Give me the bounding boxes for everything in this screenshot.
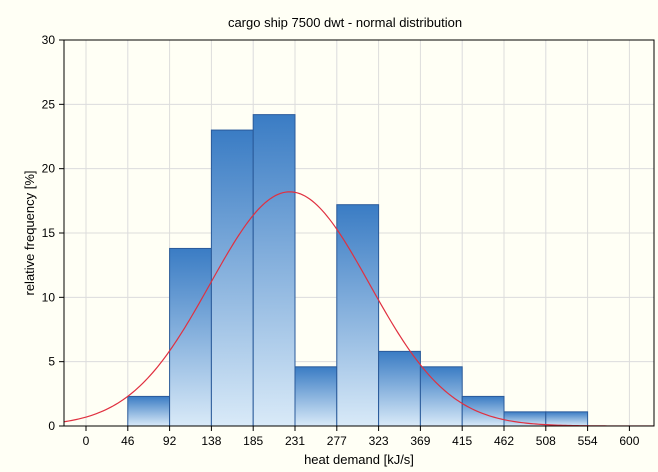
- normal-curve-layer: [64, 191, 654, 426]
- histogram-bar: [461, 395, 505, 427]
- y-tick-label: 15: [42, 226, 56, 240]
- x-tick-label: 185: [243, 434, 263, 448]
- y-tick-label: 30: [42, 33, 56, 47]
- x-tick-label: 415: [452, 434, 472, 448]
- histogram-bar: [378, 350, 421, 427]
- x-tick-label: 508: [536, 434, 556, 448]
- y-tick-label: 0: [48, 419, 55, 433]
- x-tick-label: 554: [578, 434, 598, 448]
- x-tick-label: 138: [201, 434, 221, 448]
- x-tick-label: 46: [121, 434, 135, 448]
- y-tick-label: 25: [42, 97, 56, 111]
- x-tick-label: 369: [410, 434, 430, 448]
- y-axis: 0 5 10 15 20 25 30: [42, 33, 64, 433]
- y-tick-label: 20: [42, 162, 56, 176]
- histogram-bar: [210, 129, 254, 427]
- y-axis-label: relative frequency [%]: [22, 170, 37, 295]
- x-tick-label: 92: [163, 434, 177, 448]
- normal-distribution-curve: [64, 191, 654, 426]
- x-tick-label: 0: [83, 434, 90, 448]
- x-tick-label: 600: [619, 434, 639, 448]
- x-tick-label: 323: [369, 434, 389, 448]
- x-tick-label: 231: [285, 434, 305, 448]
- y-tick-label: 10: [42, 290, 56, 304]
- x-tick-label: 277: [327, 434, 347, 448]
- histogram-bar: [169, 247, 212, 427]
- y-tick-label: 5: [48, 355, 55, 369]
- histogram-bar: [294, 366, 338, 427]
- histogram-bar: [419, 366, 463, 427]
- histogram-bar: [127, 395, 171, 427]
- chart-title: cargo ship 7500 dwt - normal distributio…: [228, 15, 462, 30]
- histogram-bar: [252, 114, 296, 427]
- histogram-bar: [545, 411, 589, 427]
- x-axis: 0 46 92 138 185 231 277 323 369 415 462 508 554 600: [83, 426, 640, 448]
- histogram-bar: [336, 204, 380, 427]
- bars: [127, 114, 589, 427]
- x-tick-label: 462: [494, 434, 514, 448]
- x-axis-label: heat demand [kJ/s]: [304, 452, 414, 467]
